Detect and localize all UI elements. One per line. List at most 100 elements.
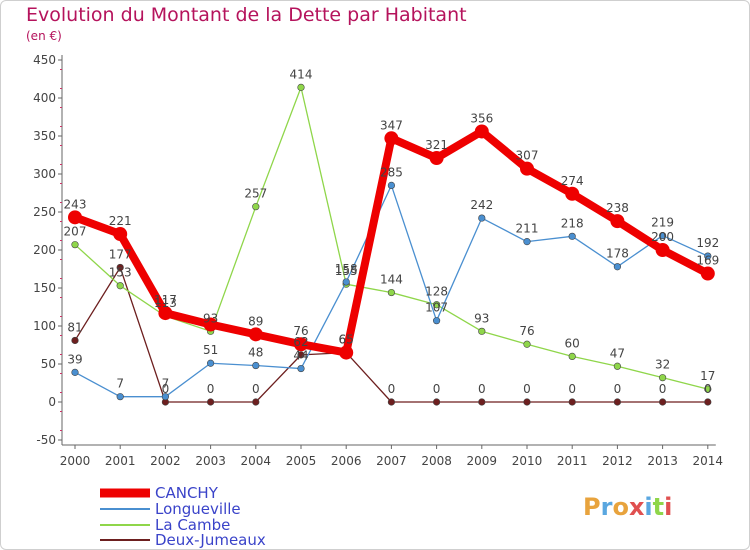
data-label: 113: [154, 296, 177, 310]
data-label: 76: [293, 324, 308, 338]
data-label: 221: [109, 214, 132, 228]
data-label: 0: [162, 382, 170, 396]
data-label: 51: [203, 343, 218, 357]
data-point: [252, 203, 260, 211]
data-label: 307: [516, 149, 539, 163]
x-tick-label: 2009: [467, 454, 498, 468]
data-point: [704, 385, 712, 393]
data-point: [207, 398, 215, 406]
data-point: [568, 398, 576, 406]
data-label: 60: [565, 336, 580, 350]
data-point: [252, 361, 260, 370]
data-label: 0: [568, 382, 576, 396]
legend-label-deux-jumeaux: Deux-Jumeaux: [155, 531, 266, 549]
data-point: [297, 83, 305, 91]
y-tick-label: 200: [33, 243, 56, 257]
data-label: 169: [696, 254, 719, 268]
y-tick-label: 0: [48, 395, 56, 409]
data-point: [68, 210, 82, 225]
data-label: 65: [339, 333, 354, 347]
data-label: 93: [474, 311, 489, 325]
data-label: 47: [610, 346, 625, 360]
chart-title: Evolution du Montant de la Dette par Hab…: [26, 4, 467, 26]
data-point: [523, 340, 531, 348]
data-label: 177: [109, 247, 132, 261]
data-label: 0: [433, 382, 441, 396]
data-label: 257: [244, 187, 267, 201]
data-label: 0: [659, 382, 667, 396]
data-label: 238: [606, 201, 629, 215]
data-label: 93: [203, 311, 218, 325]
data-label: 321: [425, 138, 448, 152]
data-label: 0: [207, 382, 215, 396]
data-label: 219: [651, 216, 674, 230]
data-label: 128: [425, 285, 448, 299]
data-point: [478, 327, 486, 335]
data-label: 76: [519, 324, 534, 338]
data-point: [523, 398, 531, 406]
x-tick-label: 2006: [331, 454, 362, 468]
data-point: [387, 181, 396, 189]
y-tick-label: 50: [41, 357, 56, 371]
data-point: [339, 345, 354, 360]
data-label: 117: [154, 293, 177, 307]
data-label: 274: [561, 174, 584, 188]
data-point: [297, 351, 305, 359]
data-label: 89: [248, 314, 263, 328]
data-label: 81: [67, 320, 82, 334]
data-label: 7: [116, 377, 124, 391]
data-point: [71, 336, 79, 345]
y-tick-label: 350: [33, 129, 56, 143]
data-label: 200: [651, 230, 674, 244]
data-label: 158: [335, 262, 358, 276]
data-label: 155: [335, 264, 358, 278]
data-point: [655, 243, 670, 257]
data-point: [252, 398, 260, 406]
data-point: [203, 317, 218, 332]
data-point: [700, 266, 715, 281]
data-label: 0: [704, 382, 712, 396]
data-point: [433, 317, 441, 325]
y-tick-label: 400: [33, 91, 56, 105]
data-point: [478, 214, 486, 222]
data-label: 44: [293, 349, 308, 363]
data-label: 32: [655, 358, 670, 372]
y-tick-label: 300: [33, 167, 56, 181]
data-label: 65: [339, 333, 354, 347]
data-point: [384, 131, 399, 146]
data-point: [474, 124, 489, 139]
data-label: 17: [700, 369, 715, 383]
legend-label-canchy: CANCHY: [155, 484, 219, 502]
data-point: [248, 327, 263, 342]
legend-label-la cambe: La Cambe: [155, 516, 230, 534]
x-tick-label: 2001: [105, 454, 136, 468]
x-tick-label: 2000: [60, 454, 91, 468]
x-tick-label: 2007: [376, 454, 407, 468]
data-point: [387, 398, 396, 406]
data-point: [161, 393, 169, 401]
data-label: 153: [109, 266, 132, 280]
x-tick-label: 2011: [557, 454, 588, 468]
x-tick-label: 2002: [150, 454, 181, 468]
data-label: 218: [561, 216, 584, 230]
data-label: 0: [523, 382, 531, 396]
data-label: 0: [252, 382, 260, 396]
data-point: [71, 368, 79, 376]
y-tick-label: 100: [33, 319, 56, 333]
data-point: [158, 306, 173, 321]
data-point: [568, 352, 576, 361]
data-point: [565, 186, 580, 201]
data-point: [568, 232, 576, 240]
data-label: 107: [425, 301, 448, 315]
x-tick-label: 2013: [647, 454, 678, 468]
chart-subtitle: (en €): [26, 29, 62, 43]
data-point: [116, 282, 124, 290]
data-point: [613, 263, 622, 271]
data-point: [433, 398, 441, 406]
data-label: 414: [290, 67, 313, 81]
data-point: [704, 252, 712, 260]
data-point: [297, 364, 305, 373]
x-tick-label: 2004: [241, 454, 272, 468]
data-point: [520, 161, 534, 176]
